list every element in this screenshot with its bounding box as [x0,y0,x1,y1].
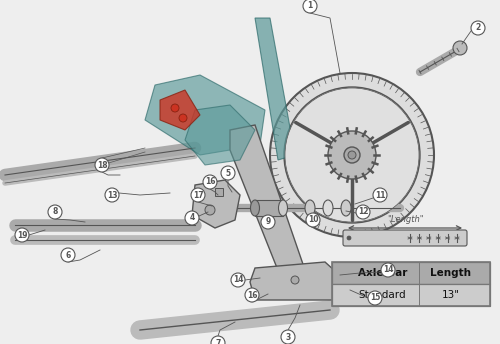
Circle shape [281,330,295,344]
Circle shape [270,73,434,237]
Polygon shape [185,105,255,165]
Text: 16: 16 [205,178,215,186]
Circle shape [191,188,205,202]
Bar [332,284,490,306]
Circle shape [381,263,395,277]
Polygon shape [145,75,265,155]
Text: 3: 3 [286,333,290,342]
Text: "Length": "Length" [386,215,424,224]
Ellipse shape [250,200,260,216]
Text: 1: 1 [308,1,312,11]
Text: Standard: Standard [358,290,406,300]
Circle shape [211,336,225,344]
Circle shape [303,0,317,13]
Polygon shape [160,90,200,130]
Circle shape [356,205,370,219]
Polygon shape [230,125,310,288]
Bar [332,262,490,284]
Circle shape [328,131,376,179]
Text: 18: 18 [96,161,108,170]
Text: 12: 12 [358,207,368,216]
Bar [255,200,283,216]
Circle shape [171,104,179,112]
Polygon shape [192,180,240,228]
Circle shape [285,88,419,222]
Text: Length: Length [430,268,471,278]
Circle shape [373,188,387,202]
Circle shape [205,205,215,215]
Text: 7: 7 [216,338,220,344]
Ellipse shape [305,200,315,216]
Text: 17: 17 [192,191,203,200]
Bar [332,262,490,306]
Text: 13: 13 [107,191,117,200]
Circle shape [245,288,259,302]
Circle shape [179,114,187,122]
Circle shape [203,175,217,189]
Text: 19: 19 [17,230,27,239]
Text: 8: 8 [52,207,58,216]
Circle shape [284,87,420,223]
Text: 11: 11 [375,191,385,200]
Circle shape [471,21,485,35]
Circle shape [105,188,119,202]
Bar [215,188,223,196]
Circle shape [231,273,245,287]
Circle shape [15,228,29,242]
Circle shape [61,248,75,262]
Text: 14: 14 [383,266,393,275]
Ellipse shape [323,200,333,216]
Text: Axle Bar: Axle Bar [358,268,407,278]
Text: 4: 4 [190,214,194,223]
Circle shape [344,147,360,163]
Text: 13": 13" [442,290,460,300]
Polygon shape [255,18,295,160]
Circle shape [347,236,351,240]
Text: 2: 2 [476,23,480,32]
FancyBboxPatch shape [343,230,467,246]
Ellipse shape [278,200,287,216]
Circle shape [453,41,467,55]
Text: 16: 16 [247,290,257,300]
Circle shape [368,291,382,305]
Circle shape [291,276,299,284]
Ellipse shape [341,200,351,216]
Text: 9: 9 [266,217,270,226]
Text: 14: 14 [233,276,243,284]
Text: 6: 6 [66,250,70,259]
Circle shape [48,205,62,219]
Text: 10: 10 [308,215,318,225]
Circle shape [185,211,199,225]
Circle shape [348,151,356,159]
Text: 5: 5 [226,169,230,178]
Circle shape [261,215,275,229]
Circle shape [95,158,109,172]
Circle shape [221,166,235,180]
Text: 15: 15 [370,293,380,302]
Circle shape [306,213,320,227]
Polygon shape [250,262,345,300]
